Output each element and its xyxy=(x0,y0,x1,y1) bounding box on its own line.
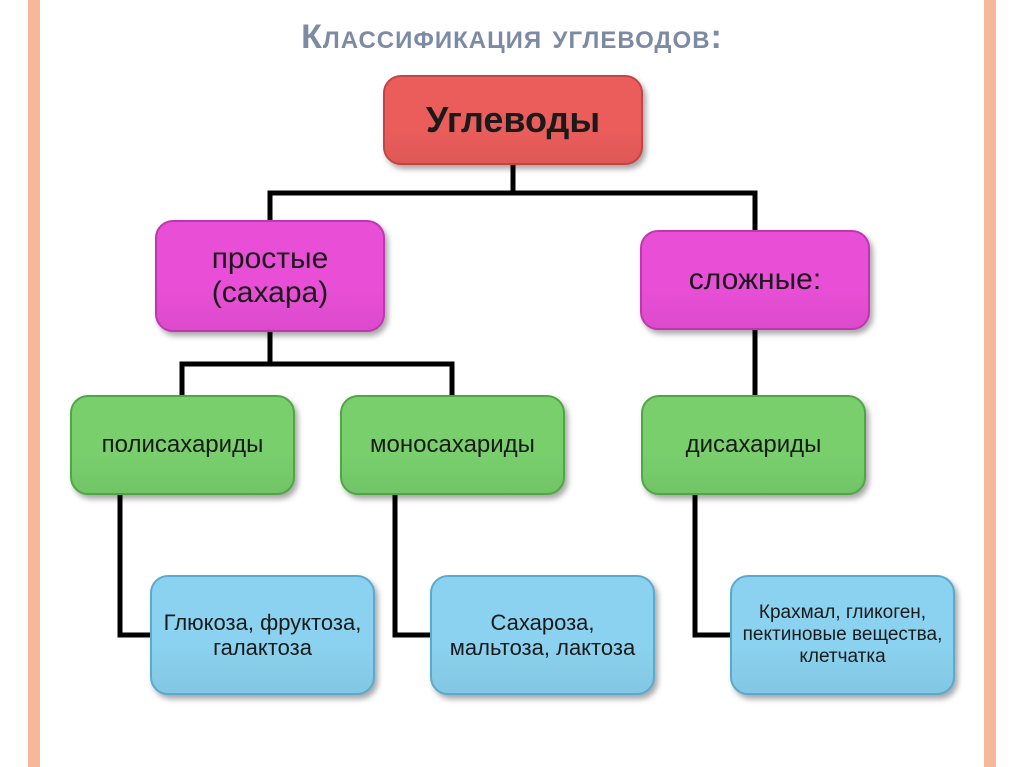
node-mono-label: моносахариды xyxy=(370,431,535,459)
node-monosaccharides: моносахариды xyxy=(340,395,565,495)
node-disaccharides: дисахариды xyxy=(641,395,866,495)
node-di-label: дисахариды xyxy=(686,431,822,459)
left-accent-bar xyxy=(28,0,40,767)
node-complex-label: сложные: xyxy=(689,263,821,298)
leaf-mono-label: Сахароза, мальтоза, лактоза xyxy=(442,610,643,661)
node-complex: сложные: xyxy=(640,230,870,330)
leaf-poly-examples: Глюкоза, фруктоза, галактоза xyxy=(150,575,375,695)
right-accent-bar xyxy=(984,0,996,767)
leaf-poly-label: Глюкоза, фруктоза, галактоза xyxy=(162,610,363,661)
diagram-title: Классификация углеводов: xyxy=(0,0,1024,57)
leaf-di-label: Крахмал, гликоген, пектиновые вещества, … xyxy=(742,602,943,668)
node-simple: простые (сахара) xyxy=(155,220,385,332)
node-root-label: Углеводы xyxy=(426,99,600,140)
leaf-di-examples: Крахмал, гликоген, пектиновые вещества, … xyxy=(730,575,955,695)
node-simple-label: простые (сахара) xyxy=(167,242,373,311)
node-poly-label: полисахариды xyxy=(102,431,264,459)
leaf-mono-examples: Сахароза, мальтоза, лактоза xyxy=(430,575,655,695)
node-polysaccharides: полисахариды xyxy=(70,395,295,495)
node-root: Углеводы xyxy=(383,75,643,165)
